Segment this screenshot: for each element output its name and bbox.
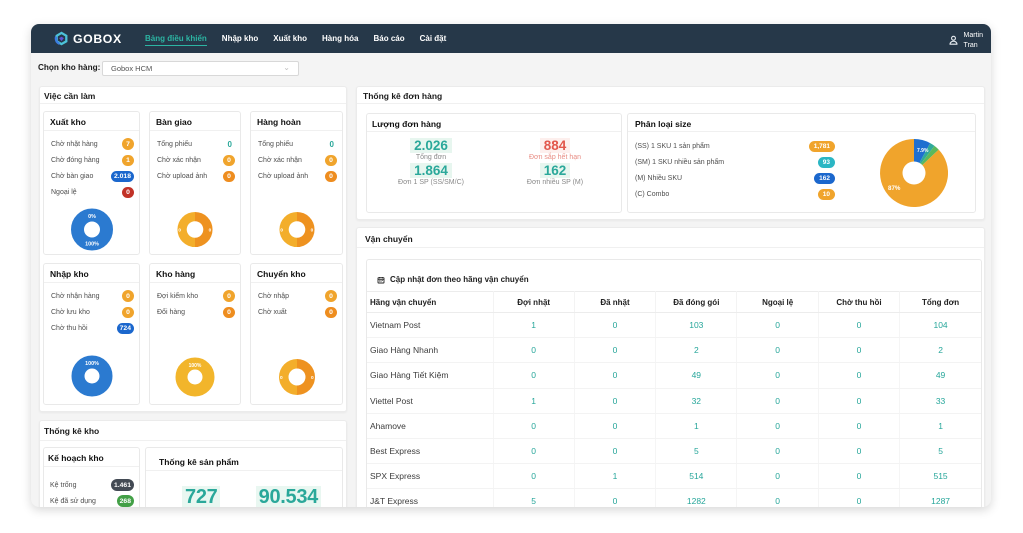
svg-text:100%: 100%	[85, 242, 99, 248]
svg-text:0%: 0%	[88, 214, 96, 220]
svg-text:0: 0	[209, 227, 212, 232]
svg-text:0: 0	[311, 375, 314, 381]
svg-text:0: 0	[310, 227, 313, 232]
svg-text:0: 0	[280, 375, 283, 381]
svg-text:100%: 100%	[189, 363, 202, 369]
svg-text:7.9%: 7.9%	[917, 148, 929, 154]
svg-text:87%: 87%	[888, 185, 901, 192]
svg-text:0: 0	[280, 227, 283, 232]
svg-text:0: 0	[178, 227, 181, 232]
svg-text:100%: 100%	[85, 361, 99, 367]
